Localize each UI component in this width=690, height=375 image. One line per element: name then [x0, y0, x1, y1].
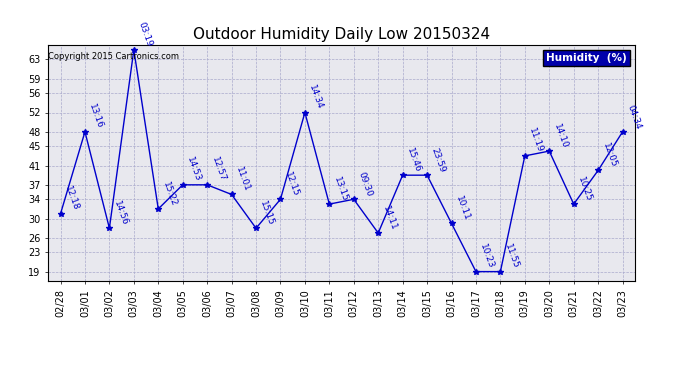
Text: 14:34: 14:34 — [307, 84, 324, 111]
Text: 14:56: 14:56 — [112, 200, 129, 227]
Text: 10:25: 10:25 — [576, 176, 593, 202]
Title: Outdoor Humidity Daily Low 20150324: Outdoor Humidity Daily Low 20150324 — [193, 27, 490, 42]
Text: 23:59: 23:59 — [429, 147, 447, 174]
Text: 14:11: 14:11 — [381, 204, 398, 232]
Text: 12:18: 12:18 — [63, 185, 80, 212]
Text: 10:23: 10:23 — [478, 243, 495, 270]
Text: 14:53: 14:53 — [185, 156, 202, 183]
Text: 12:15: 12:15 — [283, 171, 300, 198]
Text: 15:46: 15:46 — [405, 147, 422, 174]
Text: 13:16: 13:16 — [88, 103, 105, 130]
Text: Copyright 2015 Cartronics.com: Copyright 2015 Cartronics.com — [48, 52, 179, 61]
Text: 12:05: 12:05 — [600, 142, 618, 169]
Text: 15:15: 15:15 — [259, 200, 276, 227]
Text: 09:30: 09:30 — [356, 171, 373, 198]
Text: 03:19: 03:19 — [137, 21, 154, 48]
Text: 12:57: 12:57 — [210, 156, 227, 183]
Text: 11:01: 11:01 — [234, 166, 251, 193]
Text: 04:34: 04:34 — [625, 103, 642, 130]
Text: 11:55: 11:55 — [503, 243, 520, 270]
Text: 10:11: 10:11 — [454, 195, 471, 222]
Legend: Humidity  (%): Humidity (%) — [542, 50, 629, 66]
Text: 11:19: 11:19 — [527, 127, 544, 154]
Text: 13:15: 13:15 — [332, 175, 349, 202]
Text: 14:10: 14:10 — [552, 122, 569, 150]
Text: 15:22: 15:22 — [161, 180, 178, 207]
